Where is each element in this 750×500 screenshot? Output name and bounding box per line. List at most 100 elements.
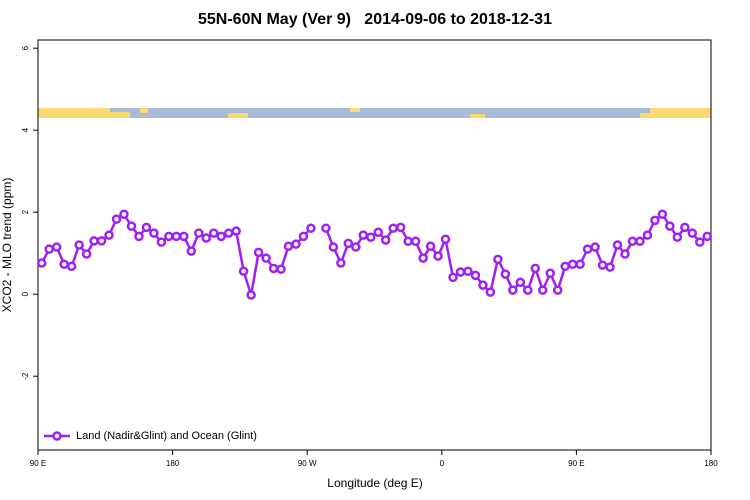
point (500, 269, 511, 279)
point (508, 285, 518, 295)
point (545, 268, 555, 279)
point (418, 253, 428, 263)
point (560, 261, 570, 272)
point (470, 270, 481, 281)
point (366, 232, 376, 242)
point (223, 228, 234, 238)
point (582, 244, 593, 254)
point (89, 236, 99, 246)
point (702, 231, 713, 242)
map-strip (38, 108, 711, 118)
y-tick-label: 4 (21, 127, 30, 132)
point (620, 249, 630, 259)
point (373, 227, 383, 238)
point (590, 242, 600, 252)
point (463, 266, 473, 276)
point (59, 259, 69, 270)
point (567, 259, 578, 270)
point (680, 222, 690, 233)
point (448, 272, 458, 283)
ocean-band (38, 108, 711, 118)
x-tick-label: 90 W (298, 459, 317, 468)
point (36, 258, 47, 268)
y-tick-label: 6 (21, 45, 30, 50)
land-patch (140, 108, 148, 113)
land-patch (650, 108, 711, 118)
plot-frame (37, 39, 712, 451)
point (336, 258, 346, 268)
x-tick-label: 90 E (568, 459, 584, 468)
point (597, 260, 608, 270)
point (627, 236, 638, 247)
point (575, 259, 585, 270)
point (395, 222, 406, 233)
point (695, 237, 705, 247)
y-axis-label: XCO2 - MLO trend (ppm) (0, 178, 14, 313)
point (126, 221, 137, 231)
land-patch (110, 112, 130, 118)
x-tick-label: 0 (440, 459, 445, 468)
point (276, 264, 286, 274)
land-patch (350, 108, 360, 112)
legend-label: Land (Nadir&Glint) and Ocean (Glint) (76, 430, 257, 442)
point (552, 285, 563, 295)
x-tick-label: 90 E (30, 459, 46, 468)
point (238, 266, 249, 276)
point (74, 240, 84, 250)
point (253, 247, 264, 258)
point (268, 263, 279, 274)
point (403, 236, 413, 247)
point (493, 254, 503, 265)
y-tick-label: -2 (21, 372, 30, 380)
point (111, 214, 122, 224)
point (328, 242, 339, 252)
point (657, 209, 668, 219)
point (66, 261, 77, 272)
point (433, 251, 443, 261)
point (321, 223, 331, 233)
point (231, 226, 241, 236)
land-patch (38, 108, 110, 118)
point (179, 231, 189, 242)
point (687, 228, 698, 238)
point (119, 209, 129, 219)
point (672, 232, 683, 242)
point (650, 215, 660, 226)
point (156, 237, 167, 247)
point (605, 262, 615, 272)
point (478, 280, 488, 290)
point (44, 244, 54, 254)
point (208, 228, 219, 238)
point (410, 236, 421, 247)
land-patch (640, 113, 652, 118)
point (201, 233, 211, 243)
point (455, 267, 466, 277)
point (635, 236, 645, 247)
x-tick-label: 180 (704, 459, 718, 468)
point (380, 235, 391, 245)
point (171, 231, 182, 242)
point (246, 290, 256, 300)
point (186, 246, 197, 256)
point (141, 222, 152, 233)
point (425, 241, 436, 251)
point (149, 228, 159, 238)
point (351, 242, 361, 252)
point (642, 230, 653, 240)
x-tick-label: 180 (166, 459, 180, 468)
point (104, 230, 114, 240)
point (612, 240, 623, 250)
point (51, 242, 62, 252)
point (358, 230, 369, 240)
point (261, 253, 271, 263)
legend-marker (52, 431, 62, 441)
land-patch (228, 113, 248, 118)
point (343, 238, 354, 249)
land-patch (470, 114, 485, 118)
point (306, 223, 316, 233)
point (485, 287, 496, 297)
point (665, 221, 675, 231)
point (291, 239, 301, 249)
